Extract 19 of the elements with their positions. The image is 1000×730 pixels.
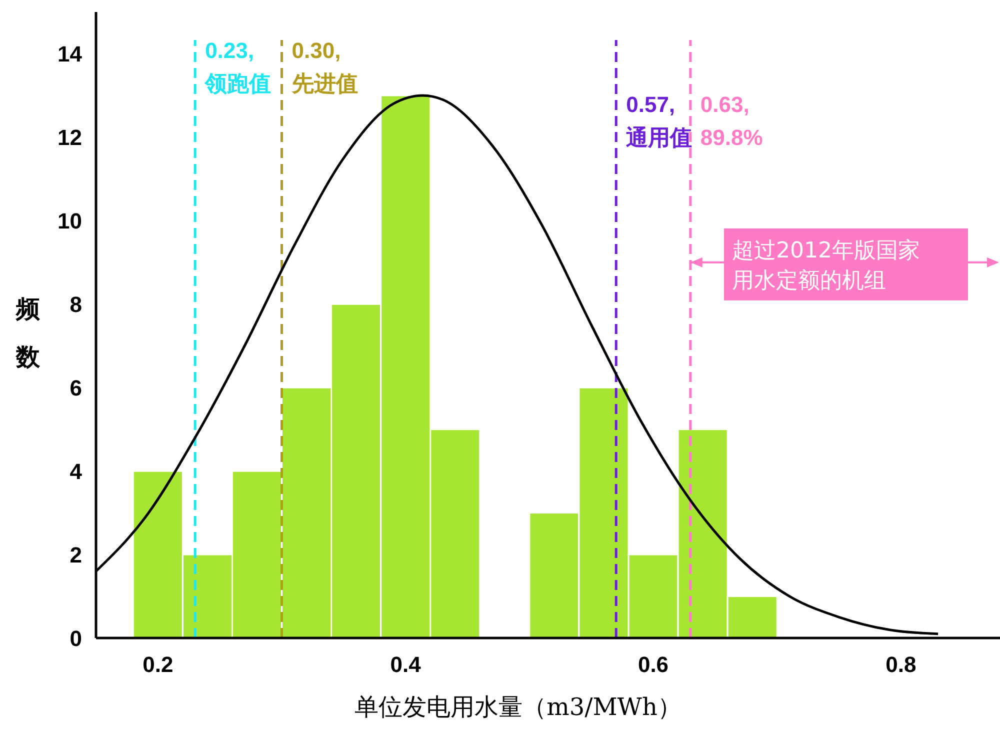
ref-line-label: 0.30, 先进值 — [290, 38, 358, 96]
x-tick-label: 0.4 — [390, 652, 422, 677]
x-tick-label: 0.6 — [638, 652, 669, 677]
y-tick-label: 14 — [58, 42, 83, 67]
x-axis-title: 单位发电用水量（m3/MWh） — [354, 693, 682, 721]
y-axis-title: 频数 — [15, 294, 41, 371]
y-tick-label: 12 — [58, 125, 82, 150]
ref-line-label: 0.63, 89.8% — [700, 92, 763, 150]
y-tick-label: 2 — [70, 542, 82, 568]
y-tick-label: 4 — [70, 459, 83, 484]
x-tick-label: 0.2 — [142, 652, 174, 677]
annotation: 超过2012年版国家用水定额的机组 — [732, 238, 920, 294]
y-tick-label: 10 — [58, 208, 82, 234]
ref-line-label: 0.23, 领跑值 — [204, 38, 272, 96]
x-tick-label: 0.8 — [886, 652, 916, 677]
y-tick-label: 6 — [70, 376, 82, 401]
y-tick-label: 8 — [70, 292, 82, 318]
y-tick-label: 0 — [70, 626, 82, 651]
ref-line-label: 0.57, 通用值 — [625, 92, 692, 150]
